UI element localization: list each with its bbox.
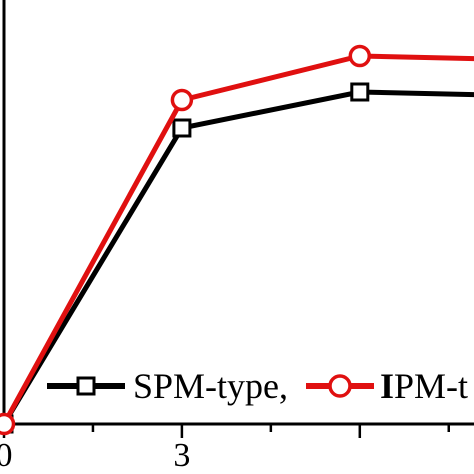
series-line [1,53,474,426]
data-point-circle [0,412,16,436]
legend-marker-circle [328,374,352,398]
data-point-circle [170,88,194,112]
data-point-square [172,118,192,138]
data-point-circle [348,44,372,68]
legend-item-2: IPM-t [306,366,468,406]
x-tick-label: 0 [0,437,13,474]
legend: SPM-type, IPM-t [47,366,468,406]
legend-item-1: SPM-type, [47,366,288,406]
series-2 [0,44,474,436]
data-point-square [350,82,370,102]
legend-marker-square [76,376,96,396]
x-tick-label: 3 [173,437,190,474]
legend-label: SPM-type, [133,366,288,406]
legend-label: IPM-t [380,366,468,406]
axes [2,0,474,438]
series-line [1,89,474,426]
series-layer [0,44,474,436]
